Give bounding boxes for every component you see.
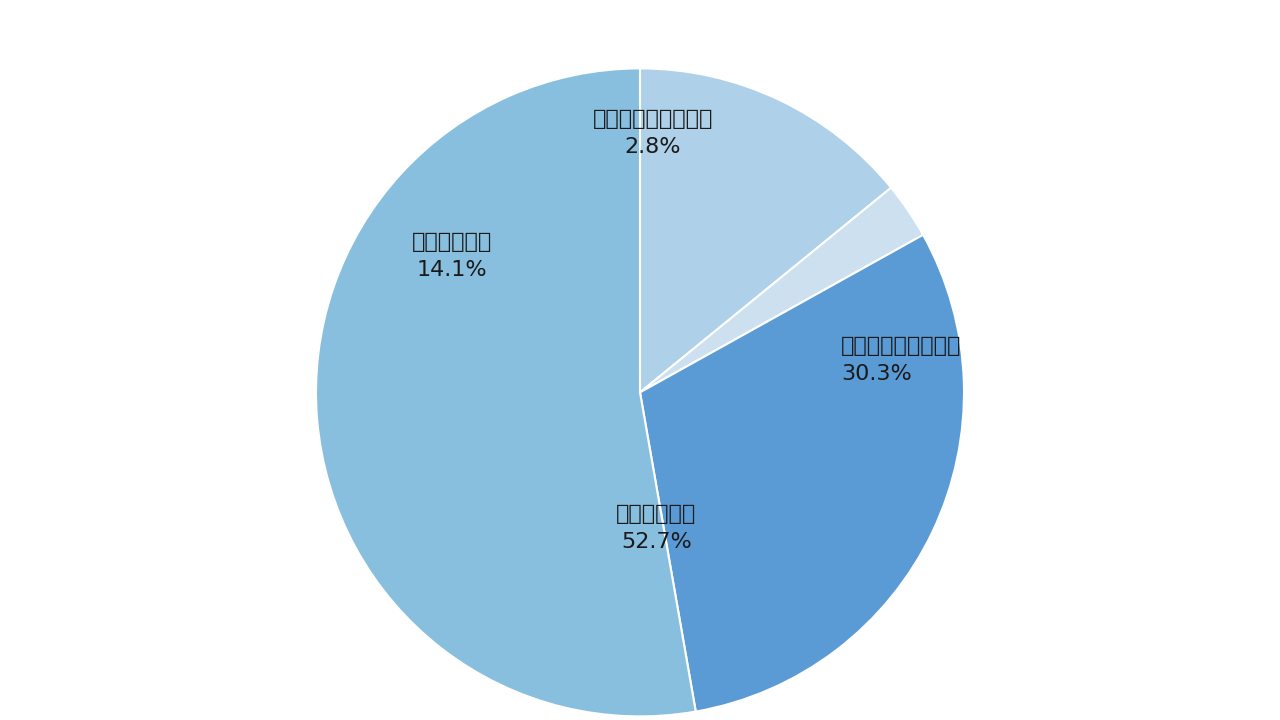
Wedge shape (640, 188, 923, 392)
Text: とても分かりにくい
2.8%: とても分かりにくい 2.8% (593, 109, 713, 157)
Text: 分かりにくい
14.1%: 分かりにくい 14.1% (412, 233, 493, 280)
Wedge shape (316, 68, 696, 716)
Wedge shape (640, 68, 891, 392)
Text: 分かりやすい
52.7%: 分かりやすい 52.7% (616, 505, 696, 552)
Text: とても分かりやすい
30.3%: とても分かりやすい 30.3% (841, 336, 961, 384)
Wedge shape (640, 235, 964, 711)
